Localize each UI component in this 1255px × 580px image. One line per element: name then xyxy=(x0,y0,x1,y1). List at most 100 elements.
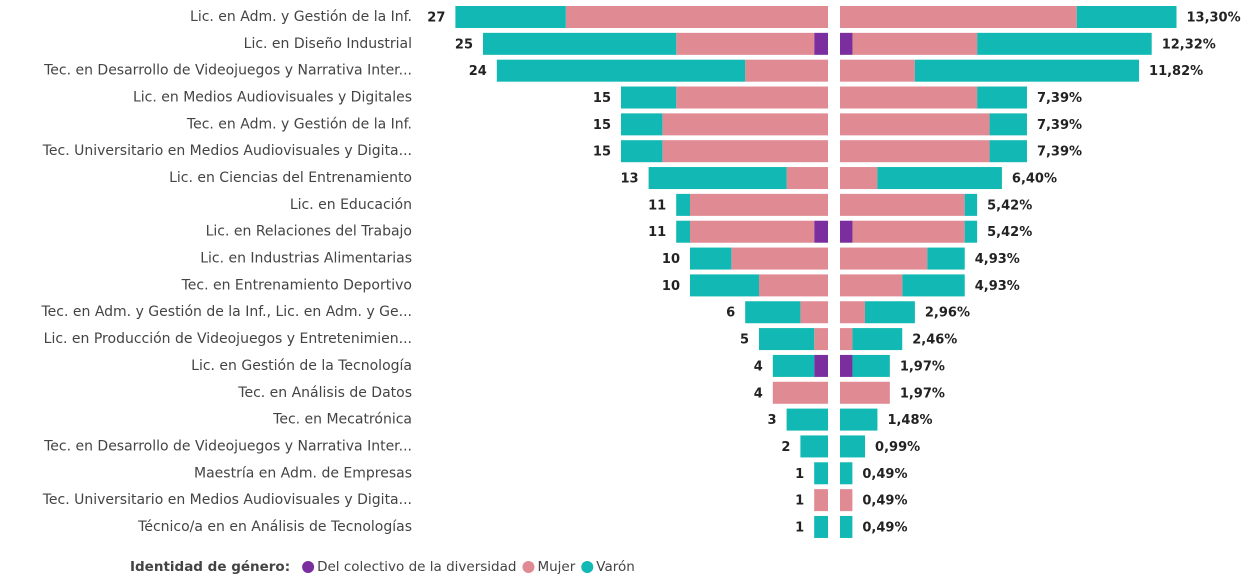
percentage-label: 0,49% xyxy=(862,520,907,535)
left-bar-segment xyxy=(676,220,690,243)
right-bar-segment xyxy=(989,113,1027,136)
percentage-label: 12,32% xyxy=(1162,37,1216,52)
right-bar-segment xyxy=(977,32,1152,55)
total-label: 24 xyxy=(469,64,487,79)
total-label: 27 xyxy=(427,11,445,26)
left-bar-segment xyxy=(745,301,801,324)
right-bar-segment xyxy=(840,140,990,163)
right-bar-segment xyxy=(852,328,903,351)
percentage-label: 5,42% xyxy=(987,198,1032,213)
category-label: Técnico/a en en Análisis de Tecnologías xyxy=(137,519,412,535)
category-label: Tec. en Mecatrónica xyxy=(272,412,412,428)
right-bar-segment xyxy=(840,167,878,190)
left-bar-segment xyxy=(814,32,828,55)
percentage-label: 5,42% xyxy=(987,225,1032,240)
percentage-label: 0,49% xyxy=(862,494,907,509)
right-bar-segment xyxy=(902,274,965,297)
right-bar-segment xyxy=(840,328,853,351)
percentage-label: 1,48% xyxy=(887,413,932,428)
total-label: 10 xyxy=(662,252,680,267)
category-label: Lic. en Educación xyxy=(290,197,412,213)
right-bar-segment xyxy=(852,32,978,55)
right-bar-segment xyxy=(840,462,853,485)
category-label: Tec. en Adm. y Gestión de la Inf., Lic. … xyxy=(41,304,413,320)
right-bar-segment xyxy=(877,167,1002,190)
total-label: 13 xyxy=(621,172,639,187)
left-bar-segment xyxy=(621,113,663,136)
left-bar-segment xyxy=(814,220,828,243)
left-bar-segment xyxy=(662,113,828,136)
legend-swatch xyxy=(522,561,535,573)
left-bar-segment xyxy=(745,59,828,82)
left-bar-segment xyxy=(690,274,759,297)
percentage-label: 2,96% xyxy=(925,306,970,321)
left-bar-segment xyxy=(690,193,828,216)
left-bar-segment xyxy=(814,489,828,512)
left-bar-segment xyxy=(800,435,828,458)
percentage-label: 6,40% xyxy=(1012,172,1057,187)
left-bar-segment xyxy=(786,408,828,431)
total-label: 1 xyxy=(795,494,804,509)
total-label: 11 xyxy=(648,225,666,240)
right-bar-segment xyxy=(840,220,853,243)
category-label: Lic. en Relaciones del Trabajo xyxy=(206,224,412,240)
left-bar-segment xyxy=(690,220,815,243)
right-bar-segment xyxy=(914,59,1140,82)
right-bar-segment xyxy=(964,193,978,216)
category-label: Tec. Universitario en Medios Audiovisual… xyxy=(42,143,412,159)
percentage-label: 2,46% xyxy=(912,333,957,348)
right-bar-segment xyxy=(840,408,878,431)
percentage-label: 11,82% xyxy=(1149,64,1203,79)
percentage-label: 0,99% xyxy=(875,440,920,455)
category-label: Tec. Universitario en Medios Audiovisual… xyxy=(42,492,412,508)
total-label: 15 xyxy=(593,118,611,133)
category-label: Tec. en Desarrollo de Videojuegos y Narr… xyxy=(43,63,412,79)
left-bar-segment xyxy=(814,462,828,485)
right-bar-segment xyxy=(964,220,978,243)
right-bar-segment xyxy=(840,435,866,458)
percentage-label: 4,93% xyxy=(975,252,1020,267)
right-bar-segment xyxy=(927,247,965,270)
right-bar-segment xyxy=(840,489,853,512)
total-label: 15 xyxy=(593,91,611,106)
right-bar-segment xyxy=(977,86,1027,109)
right-bar-segment xyxy=(989,140,1027,163)
right-bar-segment xyxy=(852,220,965,243)
left-bar-segment xyxy=(676,193,690,216)
category-label: Tec. en Desarrollo de Videojuegos y Narr… xyxy=(43,438,412,454)
right-bar-segment xyxy=(840,247,928,270)
right-bar-segment xyxy=(840,113,990,136)
total-label: 25 xyxy=(455,37,473,52)
category-label: Lic. en Ciencias del Entrenamiento xyxy=(169,170,412,186)
left-bar-segment xyxy=(662,140,828,163)
left-bar-segment xyxy=(648,167,787,190)
legend-label: Varón xyxy=(596,559,635,575)
legend-swatch xyxy=(581,561,594,573)
left-bar-segment xyxy=(565,6,828,28)
left-bar-segment xyxy=(731,247,828,270)
category-label: Lic. en Industrias Alimentarias xyxy=(200,251,412,267)
percentage-label: 1,97% xyxy=(900,359,945,374)
percentage-label: 1,97% xyxy=(900,386,945,401)
legend-label: Del colectivo de la diversidad xyxy=(317,559,516,575)
total-label: 2 xyxy=(781,440,790,455)
legend-swatch xyxy=(302,561,315,573)
total-label: 1 xyxy=(795,467,804,482)
right-bar-segment xyxy=(840,86,978,109)
left-bar-segment xyxy=(786,167,828,190)
right-bar-segment xyxy=(840,193,965,216)
category-label: Lic. en Producción de Videojuegos y Entr… xyxy=(44,331,412,347)
right-bar-segment xyxy=(840,274,903,297)
percentage-label: 7,39% xyxy=(1037,91,1082,106)
percentage-label: 13,30% xyxy=(1186,11,1240,26)
category-label: Lic. en Diseño Industrial xyxy=(244,36,412,52)
category-label: Lic. en Adm. y Gestión de la Inf. xyxy=(190,9,412,25)
right-bar-segment xyxy=(1076,6,1177,28)
left-bar-segment xyxy=(676,32,815,55)
left-bar-segment xyxy=(772,354,815,377)
category-label: Lic. en Gestión de la Tecnología xyxy=(191,358,412,374)
category-label: Tec. en Adm. y Gestión de la Inf. xyxy=(186,116,412,132)
left-bar-segment xyxy=(690,247,732,270)
left-bar-segment xyxy=(814,328,828,351)
